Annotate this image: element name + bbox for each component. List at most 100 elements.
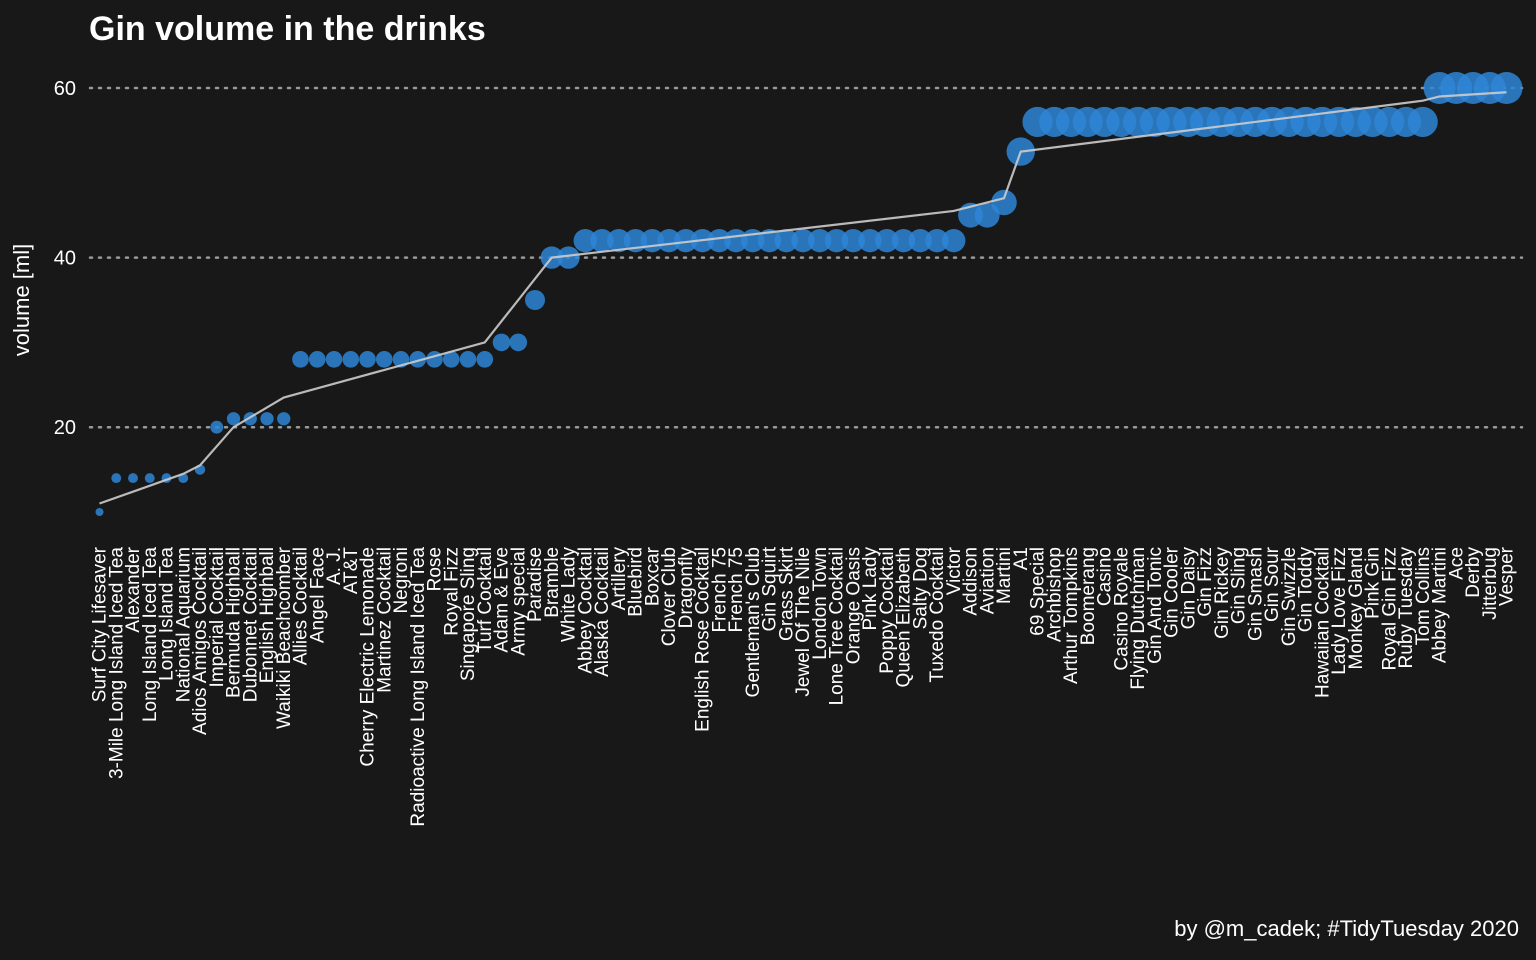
x-tick-label: Orange Oasis [843,547,864,664]
x-tick-label: Long Island Tea [157,547,178,681]
x-tick-label: Tom Collins [1413,547,1434,645]
x-tick-label: Pink Gin [1363,547,1384,619]
x-tick-label: Gin Cooler [1162,546,1183,637]
x-tick-label: Jewel Of The Nile [793,547,814,697]
chart-title: Gin volume in the drinks [89,10,486,48]
data-points [95,72,1523,516]
x-tick-label: A. J. [324,547,345,585]
x-tick-label: Gin Toddy [1296,547,1317,633]
y-tick-label: 40 [54,248,76,270]
data-point [325,351,343,368]
x-tick-label: Boxcar [642,546,663,606]
x-tick-label: Negroni [391,547,412,614]
x-tick-label: Derby [1463,547,1484,598]
x-tick-label: Bramble [542,547,563,618]
data-point [573,228,597,253]
x-tick-label: Vesper [1497,546,1518,606]
x-tick-label: Long Island Iced Tea [140,547,161,722]
x-tick-label: Cherry Electric Lemonade [358,547,379,767]
x-tick-label: Lady Love Fizz [1329,547,1350,675]
x-tick-label: Casino [1095,547,1116,606]
x-tick-label: Monkey Gland [1346,547,1367,670]
x-tick-label: Gin Rickey [1212,547,1233,639]
x-tick-label: Tuxedo Cocktail [927,547,948,683]
x-tick-label: Army special [508,547,529,656]
x-tick-label: Waikiki Beachcomber [274,546,295,729]
x-tick-label: Bermuda Highball [224,547,245,698]
x-tick-label: Martinez Cocktail [374,547,395,693]
x-tick-label: Boomerang [1078,547,1099,645]
x-tick-label: Gin Squirt [760,546,781,631]
x-tick-label: Poppy Cocktail [877,547,898,674]
x-tick-label: 69 Special [1028,547,1049,636]
caption: by @m_cadek; #TidyTuesday 2020 [1174,916,1519,941]
x-tick-label: Surf City Lifesaver [90,546,111,702]
y-tick-label: 20 [54,417,76,439]
trend-line [99,91,1507,505]
data-point [1490,72,1523,104]
x-tick-label: Allies Cocktail [291,547,312,665]
x-tick-label: Gin Fizz [1195,547,1216,617]
x-tick-label: Abbey Martini [1430,547,1451,663]
x-tick-label: Gin And Tonic [1145,547,1166,664]
x-tick-label: Flying Dutchman [1128,547,1149,690]
x-tick-label: Clover Club [659,547,680,646]
x-tick-label: Artillery [609,547,630,611]
data-point [707,228,731,253]
x-tick-label: Gin Sling [1229,547,1250,624]
x-tick-label: Hawaiian Cocktail [1312,547,1333,698]
x-tick-label: Martini [994,547,1015,604]
x-tick-label: Adam & Eve [492,547,513,653]
data-point [476,351,494,368]
x-tick-label: Radioactive Long Island Iced Tea [408,547,429,827]
x-tick-label: 3-Mile Long Island Iced Tea [106,547,127,779]
x-tick-label: National Aquarium [173,547,194,702]
x-tick-label: Arthur Tompkins [1061,547,1082,684]
data-point [824,228,849,253]
x-tick-label: Rose [425,547,446,591]
x-tick-label: French 75 [726,547,747,633]
data-point [791,228,815,253]
x-tick-label: Imperial Cocktail [207,547,228,687]
x-tick-label: Paradise [525,547,546,622]
x-tick-label: Dragonfly [676,547,697,629]
data-point [991,189,1017,216]
data-point [875,228,899,253]
data-point [111,473,122,484]
x-tick-label: Queen Elizabeth [894,547,915,688]
data-point [808,228,832,253]
data-point [1407,106,1438,137]
data-point [525,290,545,310]
data-point [459,351,477,368]
x-tick-label: Dubonnet Cocktail [240,547,261,702]
data-point [607,228,631,253]
x-tick-label: French 75 [709,547,730,633]
x-tick-label: Royal Fizz [441,547,462,636]
x-tick-label: Gin Swizzle [1279,547,1300,646]
data-point [841,228,865,253]
data-point [308,351,326,368]
x-tick-label: A1 [1011,547,1032,570]
data-point [260,412,274,426]
x-tick-label: AT&T [341,547,362,595]
data-point [226,412,241,426]
data-point [144,473,155,484]
data-point [342,351,360,368]
x-tick-label: Alaska Cocktail [592,547,613,677]
x-tick-label: Turf Cocktail [475,547,496,653]
data-point [925,228,949,253]
data-point [590,228,614,253]
x-tick-label: Ruby Tuesday [1396,547,1417,669]
grid-lines [88,86,1524,429]
x-tick-label: English Rose Cocktail [693,547,714,732]
y-tick-label: 60 [54,78,76,100]
data-point [757,228,782,253]
x-tick-label: Ace [1446,547,1467,580]
x-tick-label: Alexander [123,546,144,632]
x-tick-label: Addison [961,547,982,616]
data-point [891,228,916,253]
x-tick-label: Casino Royale [1111,547,1132,671]
x-tick-label: Royal Gin Fizz [1379,547,1400,671]
